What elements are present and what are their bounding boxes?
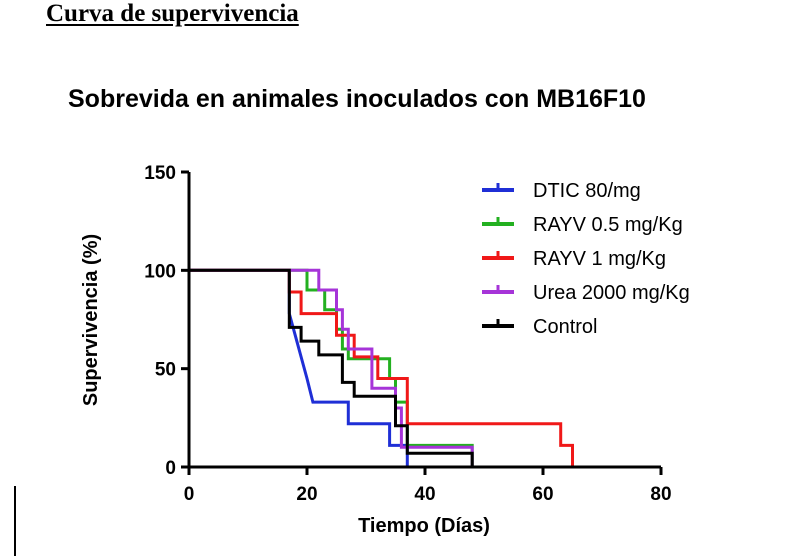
left-border-line	[14, 486, 16, 556]
y-tick-label: 150	[144, 163, 176, 184]
x-tick-label: 60	[532, 484, 553, 505]
series-line-urea-2000-mg-kg	[189, 268, 474, 467]
legend-label: Control	[533, 316, 597, 338]
axes-layer: 0 20 40 60 80 0 50 100 150	[144, 163, 671, 505]
page-heading: Curva de supervivencia	[46, 0, 299, 27]
chart-title: Sobrevida en animales inoculados con MB1…	[68, 85, 646, 113]
series-layer	[189, 268, 574, 467]
x-tick-label: 80	[650, 484, 671, 505]
series-line-control	[189, 268, 474, 467]
x-tick-label: 20	[296, 484, 317, 505]
x-axis-label: Tiempo (Días)	[358, 515, 490, 537]
legend-label: Urea 2000 mg/Kg	[533, 282, 690, 304]
y-axis-label: Supervivencia (%)	[80, 234, 102, 406]
legend-label: RAYV 1 mg/Kg	[533, 248, 666, 270]
x-tick-label: 40	[414, 484, 435, 505]
legend-label: RAYV 0.5 mg/Kg	[533, 214, 683, 236]
series-line-rayv-0-5-mg-kg	[189, 268, 474, 467]
series-line-rayv-1-mg-kg	[189, 268, 574, 467]
x-tick-label: 0	[184, 484, 195, 505]
y-tick-label: 0	[165, 458, 176, 479]
legend: DTIC 80/mg RAYV 0.5 mg/Kg RAYV 1 mg/Kg Urea…	[482, 180, 690, 338]
y-tick-label: 50	[155, 360, 176, 381]
series-line-dtic-80-mg	[189, 268, 409, 467]
legend-label: DTIC 80/mg	[533, 180, 641, 202]
y-tick-label: 100	[144, 261, 176, 282]
